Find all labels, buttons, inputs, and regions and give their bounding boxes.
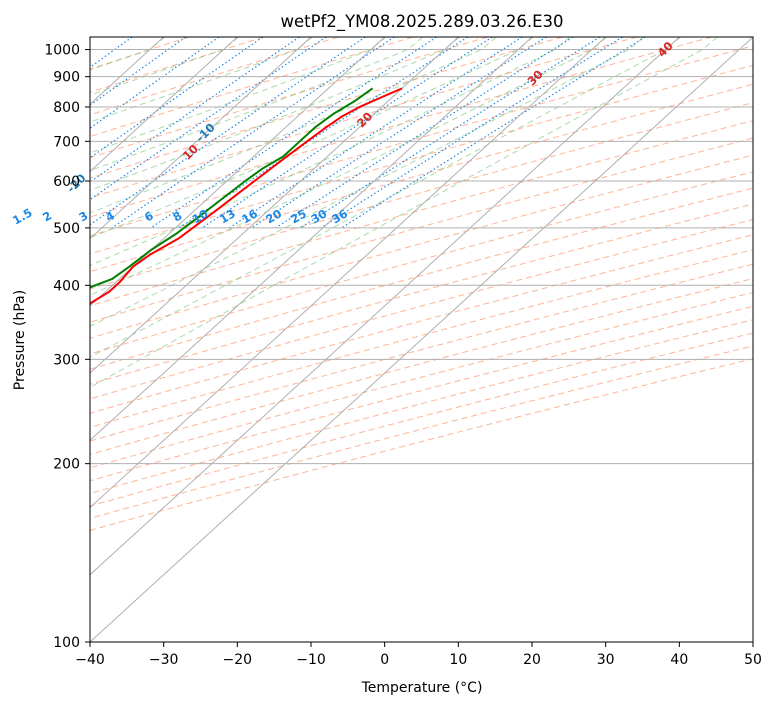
moist-adiabat — [90, 37, 423, 172]
dry-adiabat — [90, 83, 753, 273]
y-axis-title: Pressure (hPa) — [12, 290, 28, 390]
moist-adiabat — [90, 37, 644, 327]
dry-adiabat — [90, 37, 638, 199]
mixing-ratio-line — [90, 37, 187, 106]
isotherm-line — [90, 37, 238, 173]
x-tick-label: 10 — [449, 652, 467, 668]
isotherm-line — [90, 37, 386, 307]
label-layer: -100-90-80-70-60-50-40-30-20-100.10.20.4… — [10, 39, 676, 228]
mixing-ratio-line — [90, 37, 300, 183]
x-tick-label: −20 — [223, 652, 253, 668]
mixing-ratio-label: 16 — [239, 206, 260, 226]
mixing-ratio-label: 25 — [288, 206, 309, 226]
mixing-ratio-line — [300, 37, 601, 229]
y-tick-label: 100 — [53, 635, 80, 651]
moist-adiabat — [90, 37, 534, 239]
mixing-ratio-label: 20 — [263, 206, 284, 226]
dewpoint-line — [90, 87, 374, 289]
dry-adiabat — [90, 278, 753, 456]
mixing-ratio-label: 36 — [329, 206, 350, 226]
x-tick-label: 20 — [523, 652, 541, 668]
x-tick-label: 0 — [380, 652, 389, 668]
x-tick-label: −10 — [296, 652, 326, 668]
y-tick-label: 400 — [53, 278, 80, 294]
isotherm-line — [90, 37, 753, 642]
mixing-ratio-label: 2 — [40, 208, 54, 224]
mixing-ratio-label: 10 — [190, 206, 211, 226]
moist-adiabat — [90, 37, 718, 388]
isotherm-line — [90, 37, 312, 240]
mixing-ratio-line — [150, 37, 437, 229]
x-tick-label: 30 — [597, 652, 615, 668]
mixing-ratio-line — [111, 37, 395, 229]
isotherm-line — [90, 37, 459, 374]
y-tick-label: 500 — [53, 221, 80, 237]
isotherm-line — [90, 37, 680, 576]
y-tick-label: 900 — [53, 70, 80, 86]
mixing-ratio-label: 30 — [308, 206, 329, 226]
mixing-ratio-label: 6 — [142, 208, 156, 224]
y-tick-label: 700 — [53, 134, 80, 150]
dry-adiabat — [90, 219, 753, 400]
moist-adiabat — [90, 37, 571, 267]
dry-adiabat — [90, 345, 753, 519]
mixing-ratio-line — [90, 37, 327, 201]
dry-adiabat — [90, 37, 712, 218]
isotherm-line — [90, 37, 607, 509]
dry-adiabat — [90, 187, 753, 370]
y-tick-label: 300 — [53, 352, 80, 368]
moist-adiabat — [90, 37, 608, 296]
mixing-ratio-line — [251, 37, 547, 229]
chart-title: wetPf2_YM08.2025.289.03.26.E30 — [280, 12, 563, 32]
dry-adiabat — [90, 171, 753, 355]
mixing-ratio-line — [90, 37, 220, 129]
dry-adiabat — [90, 358, 753, 531]
dry-adiabat — [90, 154, 753, 339]
x-tick-label: 50 — [744, 652, 762, 668]
plot-frame — [89, 36, 754, 643]
dry-adiabat — [90, 319, 753, 495]
moist-adiabat — [90, 37, 460, 191]
dry-adiabat — [90, 37, 414, 138]
dry-adiabat — [90, 249, 753, 428]
temperature-line — [90, 87, 403, 305]
dry-adiabat — [90, 292, 753, 469]
mixing-ratio-label: 13 — [217, 206, 238, 226]
dry-adiabat — [90, 137, 753, 323]
moist-adiabat-label: 30 — [525, 67, 546, 88]
data-layer — [90, 87, 403, 305]
y-tick-label: 800 — [53, 100, 80, 116]
moist-adiabat — [90, 37, 313, 123]
y-tick-label: 1000 — [44, 43, 80, 59]
isotherm-line — [90, 37, 533, 442]
mixing-ratio-line — [0, 37, 82, 228]
moist-adiabat — [90, 37, 681, 358]
x-tick-label: 40 — [670, 652, 688, 668]
dry-adiabat — [90, 37, 563, 179]
mixing-ratio-line — [90, 37, 264, 159]
dry-adiabat — [90, 64, 753, 255]
dry-adiabat — [90, 37, 339, 116]
dry-adiabat — [90, 37, 488, 159]
y-tick-label: 200 — [53, 457, 80, 473]
mixing-ratio-line — [90, 37, 133, 69]
dry-adiabat — [90, 37, 264, 93]
mixing-ratio-line — [341, 37, 646, 229]
mixing-ratio-line — [229, 37, 523, 229]
x-axis-title: Temperature (°C) — [361, 680, 483, 696]
dry-adiabat — [90, 45, 753, 237]
mixing-ratio-line — [320, 37, 623, 229]
axis-layer: −40 −30 −20 −10 0 10 20 30 40 50 100 200 300 400 500 60… — [44, 43, 762, 668]
x-tick-label: −30 — [149, 652, 179, 668]
mixing-ratio-line — [201, 37, 493, 229]
mixing-ratio-line — [275, 37, 574, 229]
x-tick-label: −40 — [75, 652, 105, 668]
grid-layer — [0, 37, 753, 642]
mixing-ratio-label: 1.5 — [10, 205, 35, 227]
y-tick-label: 600 — [53, 174, 80, 190]
